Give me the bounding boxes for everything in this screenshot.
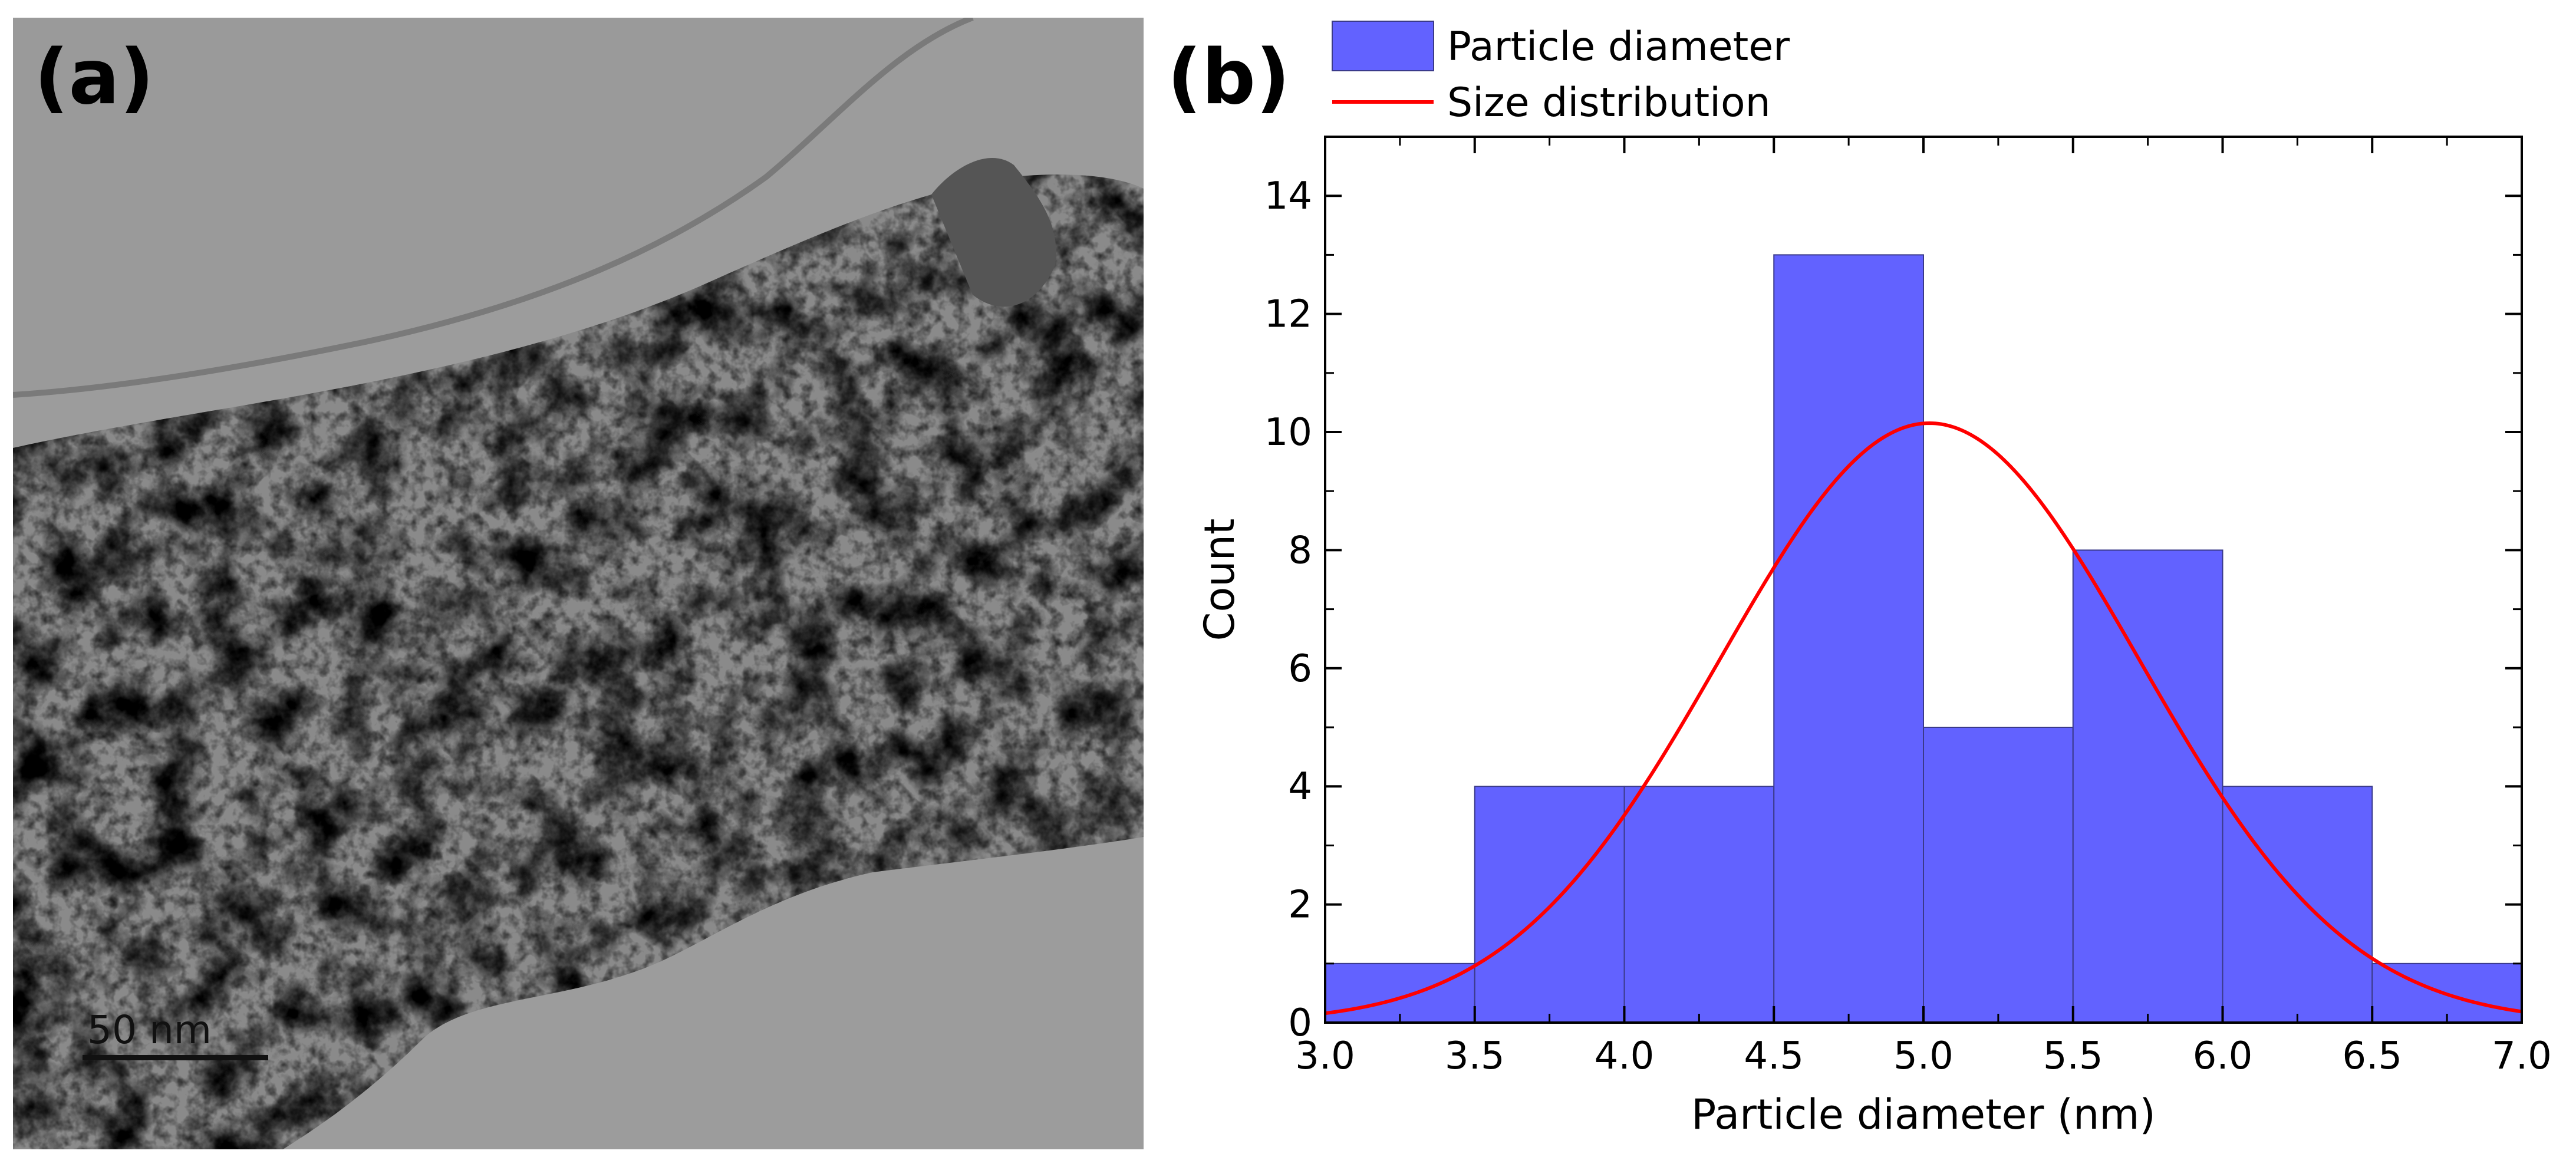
y-tick-label-4: 8 [1288, 529, 1312, 572]
legend-label-1: Size distribution [1447, 80, 1771, 126]
nanoparticle-aggregate [13, 158, 1144, 1149]
histogram-bar-6 [2222, 786, 2373, 1023]
panel-a: (a) 50 nm [0, 0, 1155, 1164]
x-tick-label-8: 7.0 [2492, 1034, 2552, 1078]
y-tick-label-6: 12 [1264, 293, 1312, 337]
histogram-bar-3 [1773, 254, 1924, 1023]
x-tick-label-6: 6.0 [2193, 1034, 2253, 1078]
hole-edge [13, 18, 974, 398]
x-tick-label-5: 5.5 [2043, 1034, 2103, 1078]
x-tick-label-0: 3.0 [1295, 1034, 1355, 1078]
y-tick-label-0: 0 [1288, 1001, 1312, 1045]
tem-micrograph: (a) 50 nm [13, 18, 1144, 1149]
scale-bar-label: 50 nm [87, 1007, 212, 1053]
panel-b-label: (b) [1167, 34, 1290, 121]
histogram-bar-2 [1623, 786, 1775, 1023]
y-tick-label-3: 6 [1288, 647, 1312, 691]
legend: Particle diameter Size distribution [1332, 21, 1790, 126]
y-tick-label-7: 14 [1264, 174, 1312, 218]
scale-bar: 50 nm [83, 1007, 268, 1060]
legend-swatch-particle-diameter [1332, 21, 1434, 71]
vacuum-hole-region [13, 18, 973, 395]
histogram-bar-5 [2072, 549, 2223, 1023]
panel-b: (b) 3.0 3.5 4.0 4.5 5.0 5.5 6.0 6.5 7.0 0 2 4 6 8 10 12… [1155, 0, 2576, 1164]
y-tick-label-1: 2 [1288, 884, 1312, 927]
x-tick-label-4: 5.0 [1893, 1034, 1954, 1078]
panel-a-label: (a) [34, 34, 154, 121]
y-axis-label: Count [1195, 519, 1244, 641]
plot-area: 3.0 3.5 4.0 4.5 5.0 5.5 6.0 6.5 7.0 0 2 4 6 8 10 12 14 Pa… [1195, 136, 2552, 1139]
x-tick-label-7: 6.5 [2342, 1034, 2402, 1078]
x-tick-label-2: 4.0 [1595, 1034, 1655, 1078]
histogram-bar-4 [1923, 727, 2074, 1023]
x-tick-label-3: 4.5 [1744, 1034, 1804, 1078]
histogram-bar-0 [1325, 962, 1475, 1024]
y-tick-label-5: 10 [1264, 411, 1312, 454]
size-distribution-curve [1325, 421, 2522, 1016]
x-axis-label: Particle diameter (nm) [1691, 1090, 2156, 1139]
y-tick-label-2: 4 [1288, 765, 1312, 809]
histogram-chart: (b) 3.0 3.5 4.0 4.5 5.0 5.5 6.0 6.5 7.0 0 2 4 6 8 10 12… [1167, 21, 2552, 1139]
x-tick-label-1: 3.5 [1445, 1034, 1505, 1078]
legend-label-0: Particle diameter [1447, 24, 1790, 70]
